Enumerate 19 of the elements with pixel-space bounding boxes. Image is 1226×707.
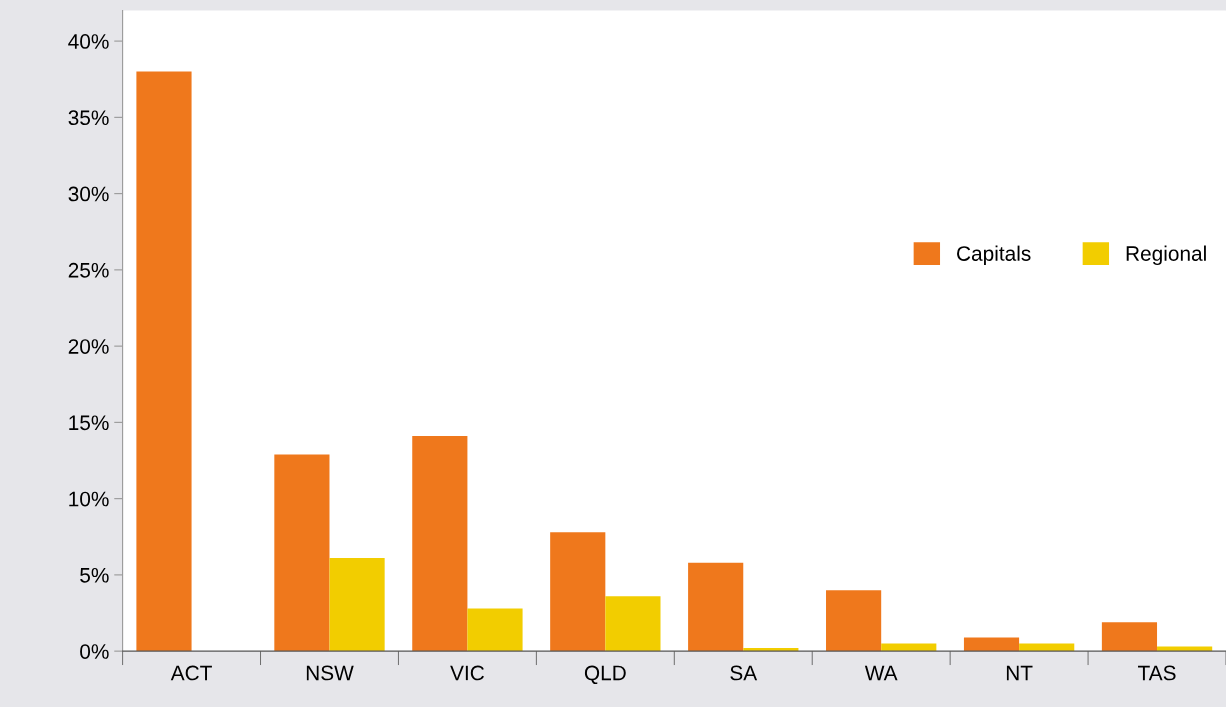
x-tick-label: TAS	[1138, 665, 1176, 681]
y-tick-label: 30%	[68, 186, 109, 202]
y-tick-label: 15%	[69, 415, 109, 431]
x-tick-label: NT	[1006, 665, 1033, 681]
legend-label: Capitals	[957, 245, 1031, 266]
x-tick-label: SA	[730, 665, 758, 681]
y-tick-label: 25%	[68, 262, 109, 278]
x-tick-label: WA	[864, 665, 898, 681]
x-tick-label: QLD	[584, 665, 626, 685]
x-tick-label: VIC	[450, 665, 484, 681]
y-tick-label: 10%	[69, 491, 109, 507]
y-tick-label: 0%	[80, 644, 109, 659]
y-tick-label: 5%	[80, 567, 109, 583]
y-tick-label: 40%	[68, 34, 109, 49]
x-tick-label: ACT	[170, 665, 212, 681]
y-tick-label: 35%	[68, 110, 109, 126]
y-tick-label: 20%	[68, 339, 109, 354]
legend-label: Regional	[1126, 245, 1206, 266]
x-tick-label: NSW	[306, 665, 354, 681]
